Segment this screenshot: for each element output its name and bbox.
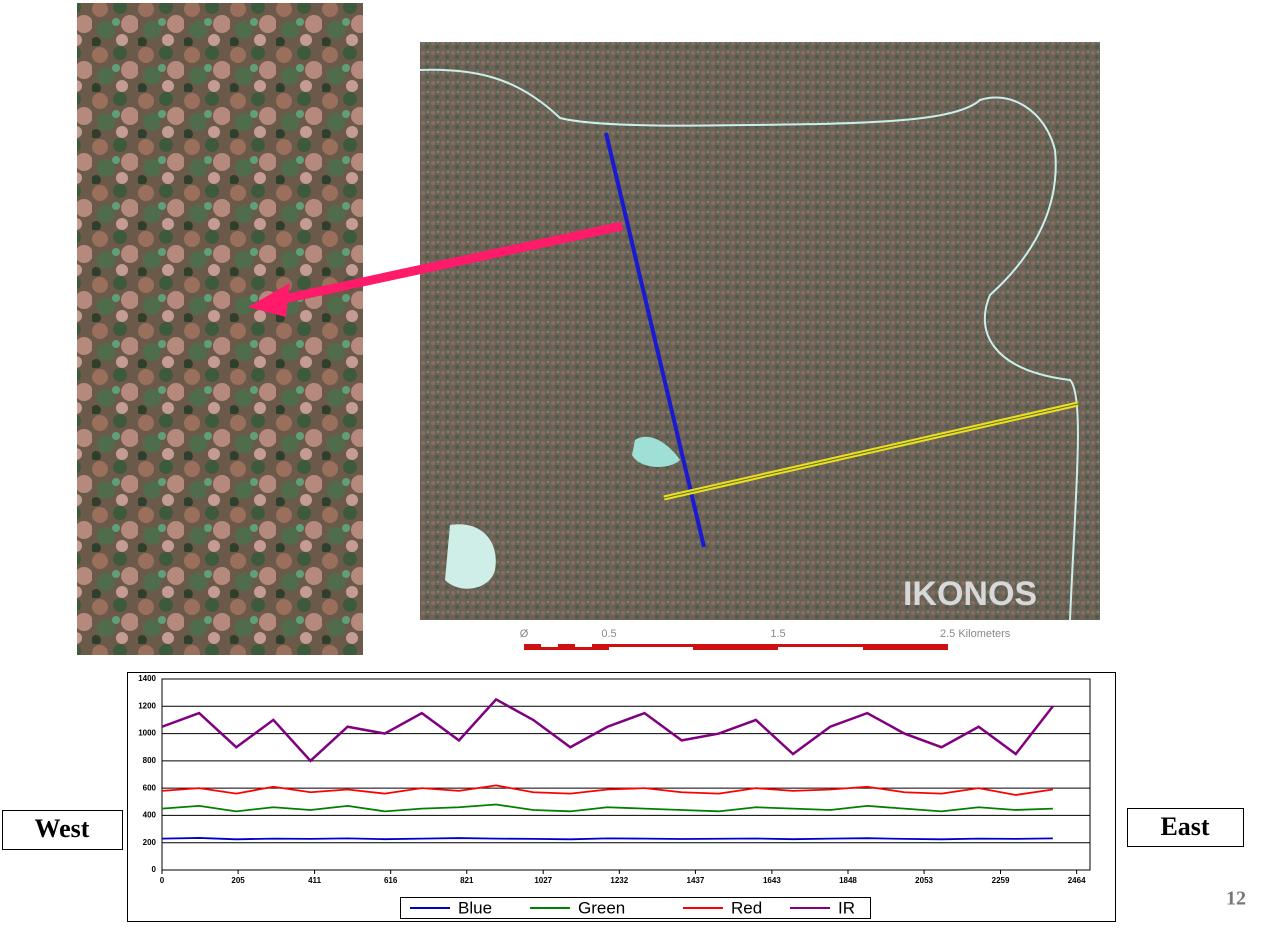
legend-entries: Blue Green Red IR [410,898,855,917]
transect-line [604,132,706,548]
x-tick-label: 821 [460,876,474,885]
scale-label: 1.5 [770,628,785,640]
scale-label: 0.5 [601,628,616,640]
x-tick-label: 1437 [687,876,705,885]
y-tick-label: 400 [143,811,157,820]
east-box [1127,808,1244,847]
closeup-image [77,3,363,655]
legend-label: Red [731,898,762,917]
transect-line [663,403,1079,499]
chart-frame [127,672,1116,922]
chart: 0 200 400 600 800 1000 1200 1400 0 205 411 616 821 10… [138,674,1090,885]
east-label: East [1160,812,1209,841]
x-tick-label: 1643 [763,876,781,885]
legend [400,897,871,919]
page-number: 12 [1226,888,1246,910]
x-tick-label: 0 [160,876,165,885]
series-line [161,837,1053,841]
satellite-label: IKONOS [903,575,1037,613]
map-image [420,42,1100,620]
scale-bar [524,644,948,650]
west-label: West [35,814,90,843]
x-tick-label: 616 [384,876,398,885]
series-line [161,784,1054,796]
y-tick-label: 1400 [138,674,156,683]
x-tick-label: 411 [308,876,321,885]
x-tick-label: 1848 [839,876,857,885]
y-tick-label: 1200 [138,701,156,710]
x-tick-label: 1232 [610,876,628,885]
series-line [161,803,1053,813]
river [419,68,1079,621]
y-tick-label: 600 [143,783,157,792]
scale-label: 2.5 Kilometers [940,628,1011,640]
clearing [445,524,496,589]
series-line [161,697,1054,763]
y-tick-label: 0 [152,865,157,874]
west-box [2,810,123,850]
y-tick-label: 800 [143,756,157,765]
x-tick-label: 1027 [534,876,552,885]
x-tick-label: 2259 [992,876,1010,885]
y-tick-label: 200 [143,838,157,847]
legend-label: Green [578,898,625,917]
scale-label: Ø [520,628,529,640]
clearing [632,436,680,467]
y-tick-label: 1000 [138,729,156,738]
x-tick-label: 2464 [1068,876,1086,885]
arrow-head [248,283,290,317]
arrow [269,221,623,307]
legend-label: IR [838,898,855,917]
legend-label: Blue [458,898,492,917]
x-tick-label: 205 [231,876,245,885]
x-tick-label: 2053 [915,876,933,885]
